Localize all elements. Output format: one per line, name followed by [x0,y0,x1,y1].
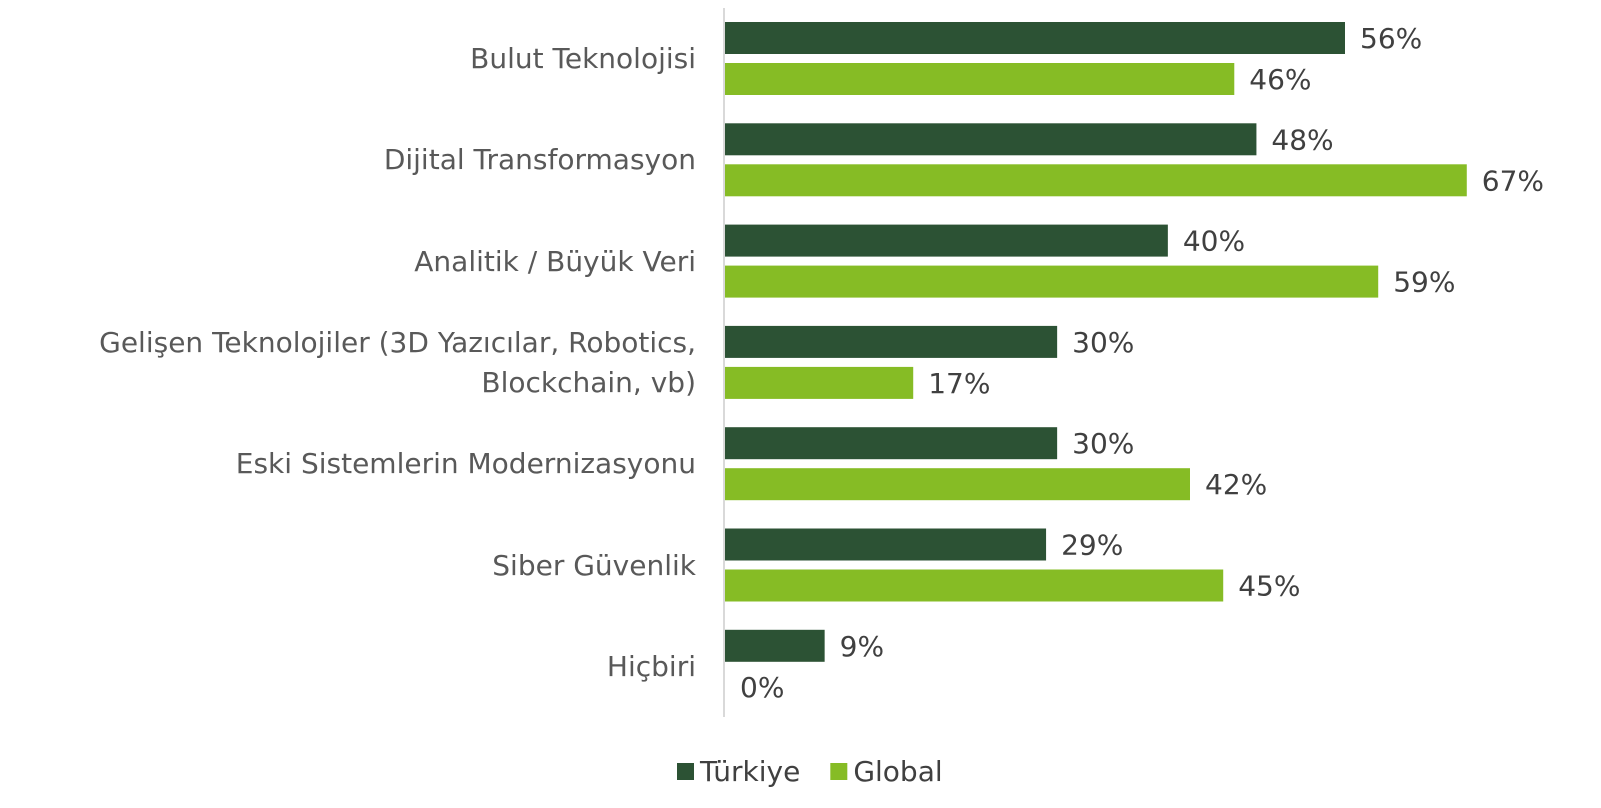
bar [725,629,825,662]
value-label: 0% [740,671,784,704]
value-label: 40% [1183,225,1245,258]
value-label: 59% [1393,266,1455,299]
legend-swatch [830,763,848,780]
bar [725,325,1058,358]
category-label: Gelişen Teknolojiler (3D Yazıcılar, Robo… [99,325,696,399]
value-label: 67% [1482,164,1544,197]
bar [725,427,1058,460]
bar [725,224,1168,257]
bar [725,366,914,399]
legend-label: Global [853,755,942,788]
bar [725,22,1345,54]
category-label: Siber Güvenlik [492,548,696,582]
value-label: 46% [1249,63,1311,96]
bar [725,528,1047,561]
value-label: 30% [1072,427,1134,460]
category-label: Bulut Teknolojisi [470,42,696,75]
category-label: Analitik / Büyük Veri [414,244,696,278]
bar [725,569,1224,602]
value-label: 56% [1360,22,1422,55]
bar [725,164,1467,197]
category-label: Eski Sistemlerin Modernizasyonu [235,447,696,481]
value-label: 17% [928,367,990,400]
bar [725,468,1190,501]
legend-label: Türkiye [699,755,800,788]
value-label: 48% [1271,123,1333,156]
category-label: Dijital Transformasyon [383,143,696,177]
category-label: Hiçbiri [606,649,696,683]
bar [725,63,1235,95]
bar [725,123,1257,156]
bar [725,265,1379,298]
value-label: 30% [1072,326,1134,359]
value-label: 45% [1238,570,1300,603]
value-label: 9% [840,630,884,663]
legend-swatch [677,763,694,780]
value-label: 29% [1061,529,1123,562]
value-label: 42% [1205,468,1267,501]
